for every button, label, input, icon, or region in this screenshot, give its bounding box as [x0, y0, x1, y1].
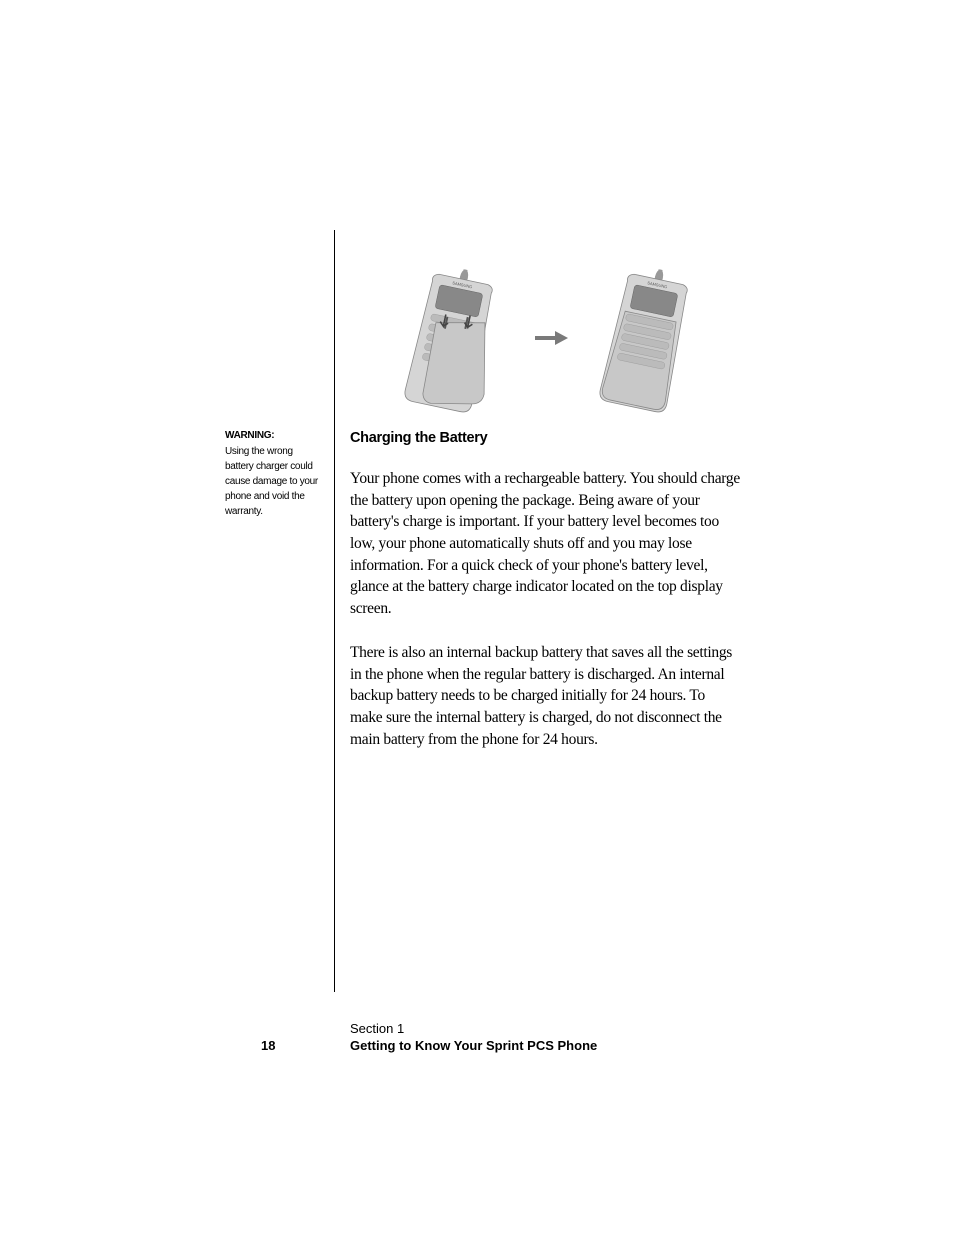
footer-section-label: Section 1: [350, 1021, 761, 1036]
vertical-divider: [334, 230, 335, 992]
warning-body-text: Using the wrong battery charger could ca…: [225, 444, 320, 519]
footer-title: Getting to Know Your Sprint PCS Phone: [350, 1038, 597, 1053]
phone-battery-illustration: SAMSUNG SAMSUNG: [370, 258, 740, 418]
page-container: SAMSUNG SAMSUNG WARNING: Using the wrong…: [0, 0, 954, 1235]
body-paragraph-1: Your phone comes with a rechargeable bat…: [350, 468, 740, 620]
sidebar-warning: WARNING: Using the wrong battery charger…: [225, 430, 320, 519]
body-paragraph-2: There is also an internal backup battery…: [350, 642, 740, 750]
warning-heading: WARNING:: [225, 430, 320, 441]
page-footer: Section 1 18 Getting to Know Your Sprint…: [261, 1021, 761, 1053]
main-content: Charging the Battery Your phone comes wi…: [350, 430, 740, 772]
section-heading: Charging the Battery: [350, 430, 740, 446]
footer-line: 18 Getting to Know Your Sprint PCS Phone: [261, 1038, 761, 1053]
page-number: 18: [261, 1038, 350, 1053]
